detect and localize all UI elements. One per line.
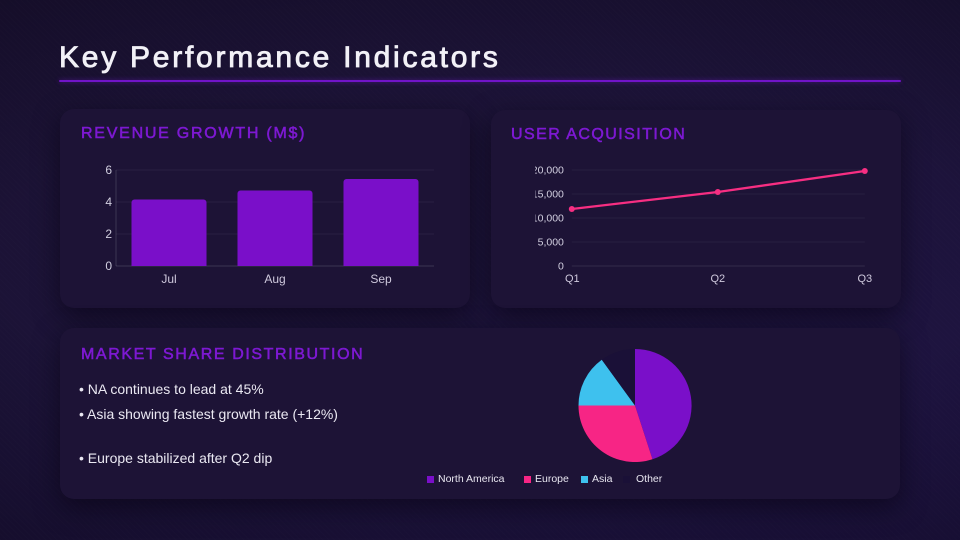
svg-text:Aug: Aug [264,272,285,286]
svg-text:4: 4 [105,195,112,209]
svg-text:20,000: 20,000 [535,165,564,177]
svg-text:Q2: Q2 [710,273,725,285]
svg-text:Q1: Q1 [565,273,580,285]
svg-text:10,000: 10,000 [535,213,564,225]
svg-text:0: 0 [105,259,112,273]
svg-text:15,000: 15,000 [535,189,564,201]
svg-text:Sep: Sep [370,272,392,286]
svg-text:0: 0 [558,261,564,273]
svg-text:6: 6 [105,163,112,177]
svg-text:Q3: Q3 [857,273,872,285]
svg-text:Jul: Jul [161,272,176,286]
svg-text:2: 2 [105,227,112,241]
svg-text:5,000: 5,000 [537,237,563,249]
